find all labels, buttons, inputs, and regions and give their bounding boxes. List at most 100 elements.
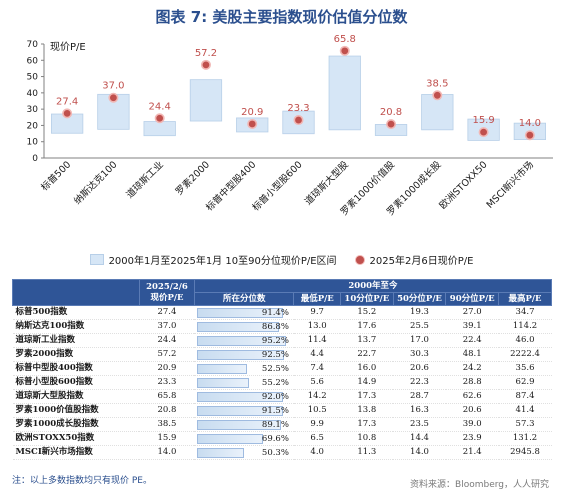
p90-pe-cell: 27.0 — [445, 305, 499, 320]
index-name-cell: MSCI新兴市场指数 — [12, 445, 140, 460]
valuation-table: 2025/2/6 现价P/E 2000年至今 所在分位数 最低P/E 10分位P… — [12, 279, 553, 460]
percentile-bar — [197, 419, 281, 430]
percentile-cell: 89.1% — [194, 417, 294, 432]
max-pe-cell: 46.0 — [498, 333, 552, 348]
current-pe-point — [154, 113, 165, 124]
current-pe-data-label: 65.8 — [334, 34, 356, 45]
min-pe-cell: 9.9 — [293, 417, 341, 432]
min-pe-cell: 13.0 — [293, 319, 341, 334]
max-pe-cell: 87.4 — [498, 389, 552, 404]
range-bar — [189, 79, 223, 122]
current-pe-point — [200, 59, 211, 70]
current-pe-point — [108, 92, 119, 103]
p50-pe-cell: 16.3 — [393, 403, 446, 418]
y-tick-label: 70 — [27, 40, 39, 50]
p10-pe-cell: 16.0 — [340, 361, 394, 376]
p50-pe-cell: 25.5 — [393, 319, 446, 334]
min-pe-cell: 7.4 — [293, 361, 341, 376]
header-current-pe: 2025/2/6 现价P/E — [138, 279, 195, 306]
p90-pe-cell: 22.4 — [445, 333, 499, 348]
current-pe-point — [478, 127, 489, 138]
percentile-bar — [197, 335, 287, 346]
table-row: 罗素1000价值股指数 20.8 91.5% 10.5 13.8 16.3 20.6 41.4 — [12, 403, 552, 418]
index-name-cell: 纳斯达克100指数 — [12, 319, 140, 334]
p50-pe-cell: 17.0 — [393, 333, 446, 348]
p10-pe-cell: 17.6 — [340, 319, 394, 334]
y-tick-label: 50 — [27, 73, 39, 83]
x-tick-label: 标普500 — [39, 159, 74, 194]
chart-legend: 2000年1月至2025年1月 10至90分位现价P/E区间 2025年2月6日… — [0, 252, 563, 267]
current-pe-point — [293, 115, 304, 126]
current-pe-cell: 23.3 — [139, 375, 195, 390]
index-name-cell: 罗素1000成长股指数 — [12, 417, 140, 432]
min-pe-cell: 4.0 — [293, 445, 341, 460]
table-row: 道琼斯工业指数 24.4 95.2% 11.4 13.7 17.0 22.4 46.0 — [12, 333, 552, 348]
current-pe-cell: 57.2 — [139, 347, 195, 362]
index-name-cell: 罗素1000价值股指数 — [12, 403, 140, 418]
current-pe-point — [339, 45, 350, 56]
min-pe-cell: 10.5 — [293, 403, 341, 418]
table-row: 标普中型股400指数 20.9 52.5% 7.4 16.0 20.6 24.2 35.6 — [12, 361, 552, 376]
p90-pe-cell: 23.9 — [445, 431, 499, 446]
p10-pe-cell: 13.8 — [340, 403, 394, 418]
percentile-bar — [197, 321, 279, 332]
current-pe-point — [386, 119, 397, 130]
percentile-cell: 92.5% — [194, 347, 294, 362]
range-bar — [328, 55, 361, 131]
current-pe-data-label: 15.9 — [472, 115, 494, 126]
x-tick-label: 欧洲STOXX50 — [437, 159, 490, 212]
current-pe-cell: 20.8 — [139, 403, 195, 418]
min-pe-cell: 14.2 — [293, 389, 341, 404]
table-header-row-2: 所在分位数 最低P/E 10分位P/E 50分位P/E 90分位P/E 最高P/… — [13, 292, 552, 306]
percentile-value: 69.6% — [261, 433, 289, 444]
legend-range-swatch — [89, 254, 104, 265]
p90-pe-cell: 62.6 — [445, 389, 499, 404]
x-tick-label: 罗素2000 — [173, 159, 212, 198]
current-pe-point — [524, 130, 535, 141]
percentile-bar — [197, 405, 283, 416]
figure-title: 图表 7: 美股主要指数现价估值分位数 — [155, 8, 408, 26]
p90-pe-cell: 28.8 — [445, 375, 499, 390]
p90-pe-cell: 20.6 — [445, 403, 499, 418]
min-pe-cell: 6.5 — [293, 431, 341, 446]
range-bar — [143, 121, 176, 137]
percentile-bar — [197, 349, 284, 360]
percentile-bar — [197, 377, 250, 388]
legend-point-label: 2025年2月6日现价P/E — [369, 256, 474, 267]
max-pe-cell: 57.3 — [498, 417, 552, 432]
max-pe-cell: 131.2 — [498, 431, 552, 446]
percentile-value: 52.5% — [261, 363, 289, 374]
index-name-cell: 道琼斯工业指数 — [12, 333, 140, 348]
percentile-cell: 92.0% — [194, 389, 294, 404]
legend-item-current: 2025年2月6日现价P/E — [354, 252, 474, 267]
current-pe-data-label: 57.2 — [195, 48, 217, 59]
min-pe-cell: 4.4 — [293, 347, 341, 362]
table-row: 道琼斯大型股指数 65.8 92.0% 14.2 17.3 28.7 62.6 87.4 — [12, 389, 552, 404]
p50-pe-cell: 20.6 — [393, 361, 446, 376]
p10-pe-cell: 17.3 — [340, 389, 394, 404]
p50-pe-cell: 14.4 — [393, 431, 446, 446]
max-pe-cell: 2222.4 — [498, 347, 552, 362]
p10-pe-cell: 10.8 — [340, 431, 394, 446]
y-tick-label: 40 — [27, 89, 39, 99]
current-pe-data-label: 14.0 — [519, 118, 541, 129]
table-body: 标普500指数 27.4 91.4% 9.7 15.2 19.3 27.0 34.7 纳斯达克1… — [12, 305, 552, 460]
max-pe-cell: 114.2 — [498, 319, 552, 334]
index-name-cell: 标普中型股400指数 — [12, 361, 140, 376]
y-tick-label: 60 — [27, 56, 39, 66]
current-pe-data-label: 20.9 — [241, 107, 263, 118]
p50-pe-cell: 30.3 — [393, 347, 446, 362]
header-p50-pe: 50分位P/E — [392, 292, 447, 306]
table-row: MSCI新兴市场指数 14.0 50.3% 4.0 11.3 14.0 21.4 2945.8 — [12, 445, 552, 460]
percentile-value: 91.4% — [261, 307, 289, 318]
current-pe-cell: 24.4 — [139, 333, 195, 348]
header-group-since-2000: 2000年至今 — [193, 279, 553, 293]
p10-pe-cell: 17.3 — [340, 417, 394, 432]
footnote: 注：以上多数指数均只有现价 PE。 — [12, 476, 152, 486]
percentile-value: 55.2% — [261, 377, 289, 388]
source-note: 资料来源：Bloomberg，人人研究 — [410, 480, 549, 490]
percentile-value: 92.0% — [261, 391, 289, 402]
percentile-bar — [197, 447, 245, 458]
y-tick-label: 0 — [32, 154, 38, 164]
